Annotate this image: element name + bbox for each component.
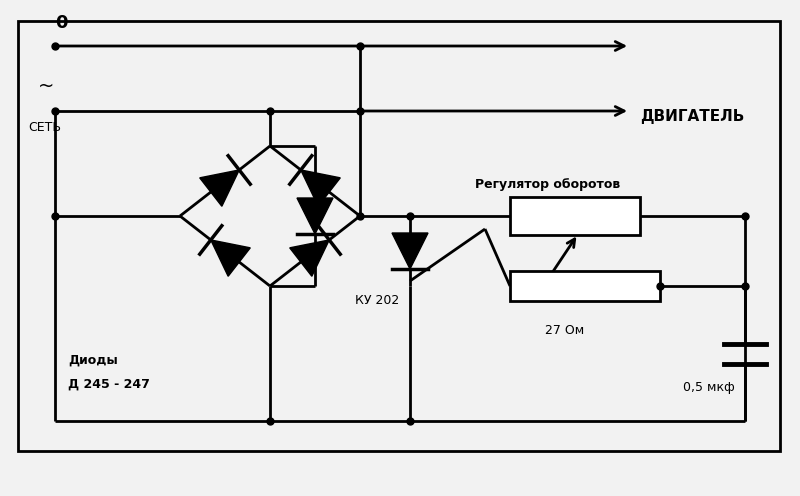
Polygon shape [301,170,340,206]
Text: ~: ~ [38,77,54,96]
Bar [510,271,660,301]
Polygon shape [290,240,330,276]
Text: СЕТЬ: СЕТЬ [28,121,61,134]
Text: Д 245 - 247: Д 245 - 247 [68,378,150,391]
Polygon shape [200,170,239,206]
Polygon shape [210,240,250,276]
Text: 47 кОм: 47 кОм [575,280,622,293]
Bar [510,197,640,235]
Text: КУ 202: КУ 202 [355,294,399,307]
Polygon shape [297,198,333,234]
Text: Регулятор оборотов: Регулятор оборотов [475,178,620,191]
Text: 0: 0 [55,14,67,32]
Text: ДВИГАТЕЛЬ: ДВИГАТЕЛЬ [640,109,744,124]
Bar [18,21,780,451]
Polygon shape [392,233,428,269]
Text: 0,5 мкф: 0,5 мкф [683,381,734,394]
Text: Диоды: Диоды [68,354,118,367]
Text: 27 Ом: 27 Ом [545,324,584,337]
